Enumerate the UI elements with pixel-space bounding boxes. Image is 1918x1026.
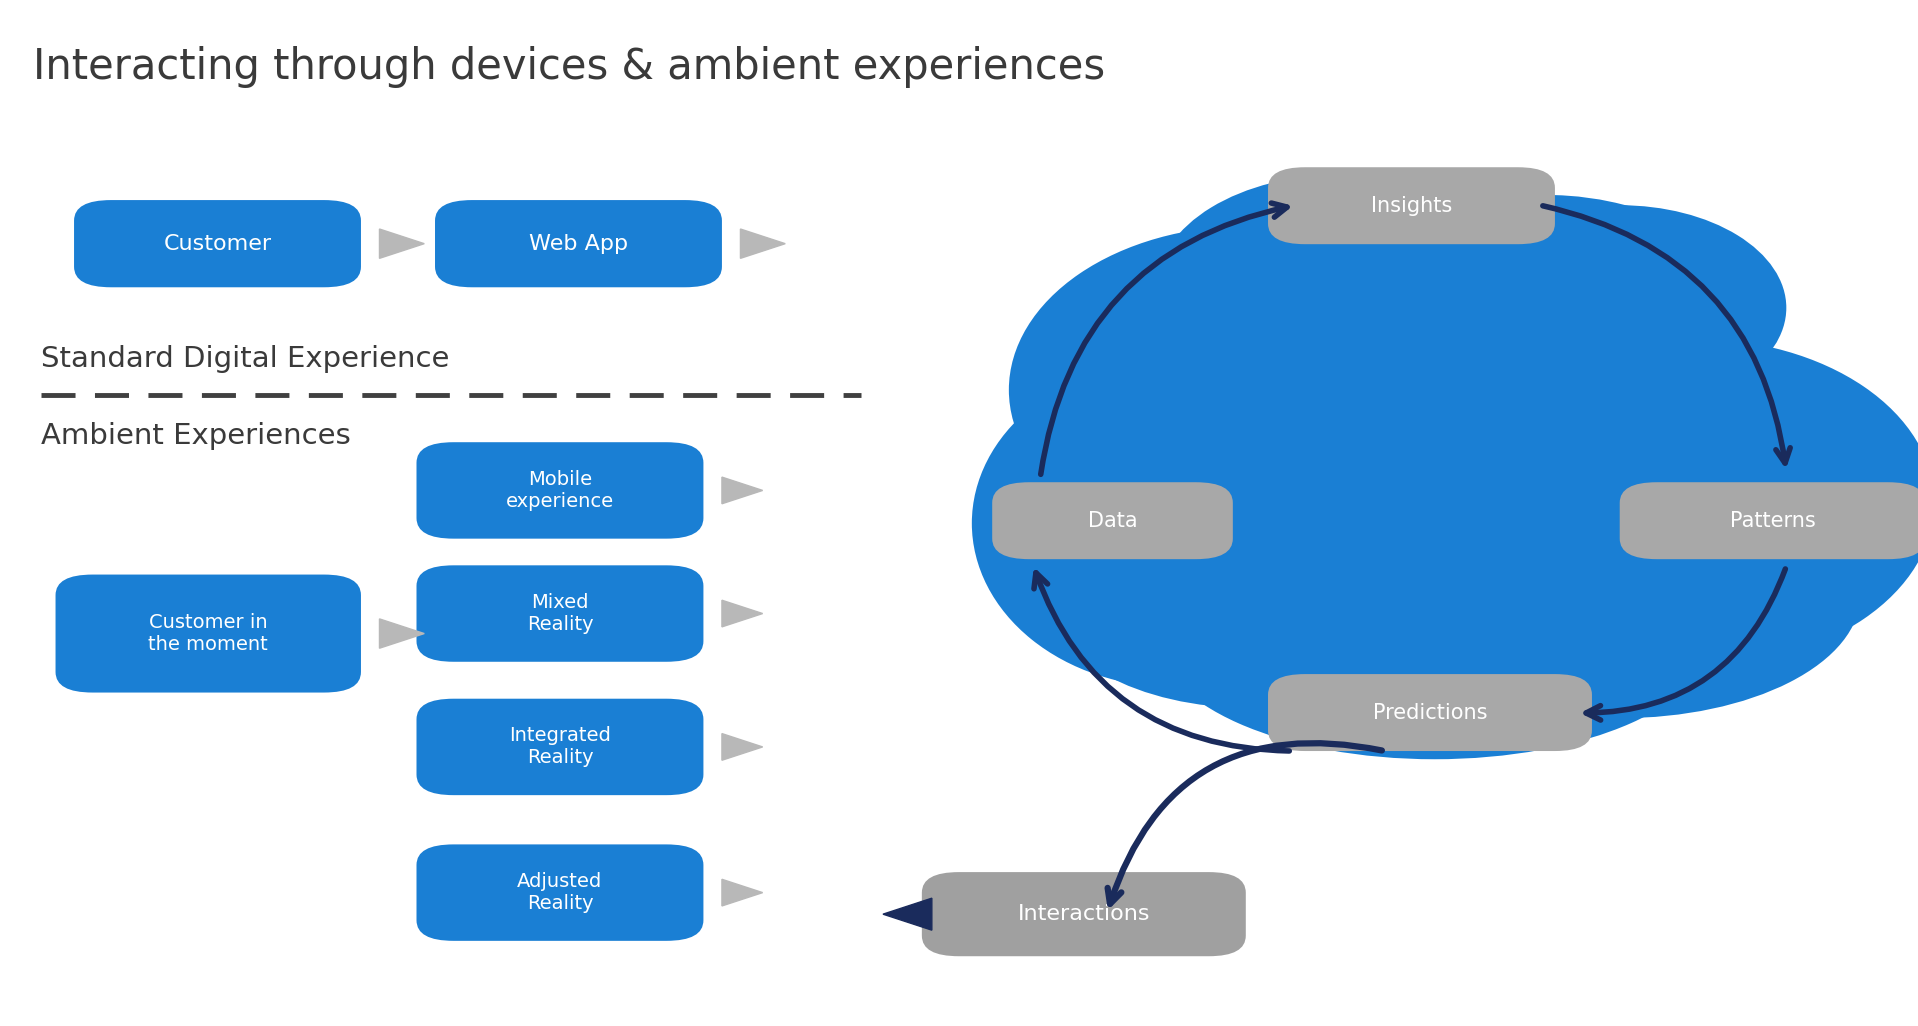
Polygon shape [740, 229, 784, 259]
Text: Standard Digital Experience: Standard Digital Experience [40, 345, 449, 373]
Text: Interacting through devices & ambient experiences: Interacting through devices & ambient ex… [33, 46, 1105, 87]
Text: Adjusted
Reality: Adjusted Reality [518, 872, 602, 913]
Ellipse shape [1323, 195, 1768, 503]
FancyBboxPatch shape [56, 575, 361, 693]
Text: Interactions: Interactions [1018, 904, 1151, 924]
Ellipse shape [1157, 174, 1527, 400]
Text: Integrated
Reality: Integrated Reality [508, 726, 612, 767]
FancyBboxPatch shape [435, 200, 721, 287]
FancyBboxPatch shape [416, 565, 704, 662]
Text: Predictions: Predictions [1373, 703, 1486, 722]
Text: Customer in
the moment: Customer in the moment [148, 614, 269, 654]
FancyBboxPatch shape [416, 699, 704, 795]
Ellipse shape [1379, 472, 1860, 718]
Polygon shape [380, 229, 424, 259]
Ellipse shape [1045, 482, 1454, 708]
Polygon shape [721, 879, 763, 906]
Polygon shape [882, 898, 932, 931]
FancyBboxPatch shape [992, 482, 1233, 559]
Text: Customer: Customer [163, 234, 272, 253]
Ellipse shape [1454, 205, 1786, 410]
Text: Data: Data [1088, 511, 1137, 530]
Ellipse shape [1091, 267, 1778, 718]
Text: Ambient Experiences: Ambient Experiences [40, 422, 351, 450]
FancyBboxPatch shape [75, 200, 361, 287]
Text: Mixed
Reality: Mixed Reality [527, 593, 593, 634]
Ellipse shape [1157, 513, 1713, 759]
Polygon shape [721, 477, 763, 504]
Text: Web App: Web App [529, 234, 627, 253]
FancyBboxPatch shape [1268, 674, 1592, 751]
Polygon shape [721, 600, 763, 627]
Text: Mobile
experience: Mobile experience [506, 470, 614, 511]
Text: Patterns: Patterns [1730, 511, 1814, 530]
FancyBboxPatch shape [923, 872, 1247, 956]
Ellipse shape [972, 359, 1379, 687]
Polygon shape [380, 619, 424, 648]
Ellipse shape [1009, 226, 1490, 554]
Ellipse shape [1454, 339, 1918, 667]
Text: Insights: Insights [1371, 196, 1452, 215]
Polygon shape [721, 734, 763, 760]
FancyBboxPatch shape [1619, 482, 1918, 559]
FancyBboxPatch shape [416, 844, 704, 941]
FancyBboxPatch shape [1268, 167, 1555, 244]
FancyBboxPatch shape [416, 442, 704, 539]
